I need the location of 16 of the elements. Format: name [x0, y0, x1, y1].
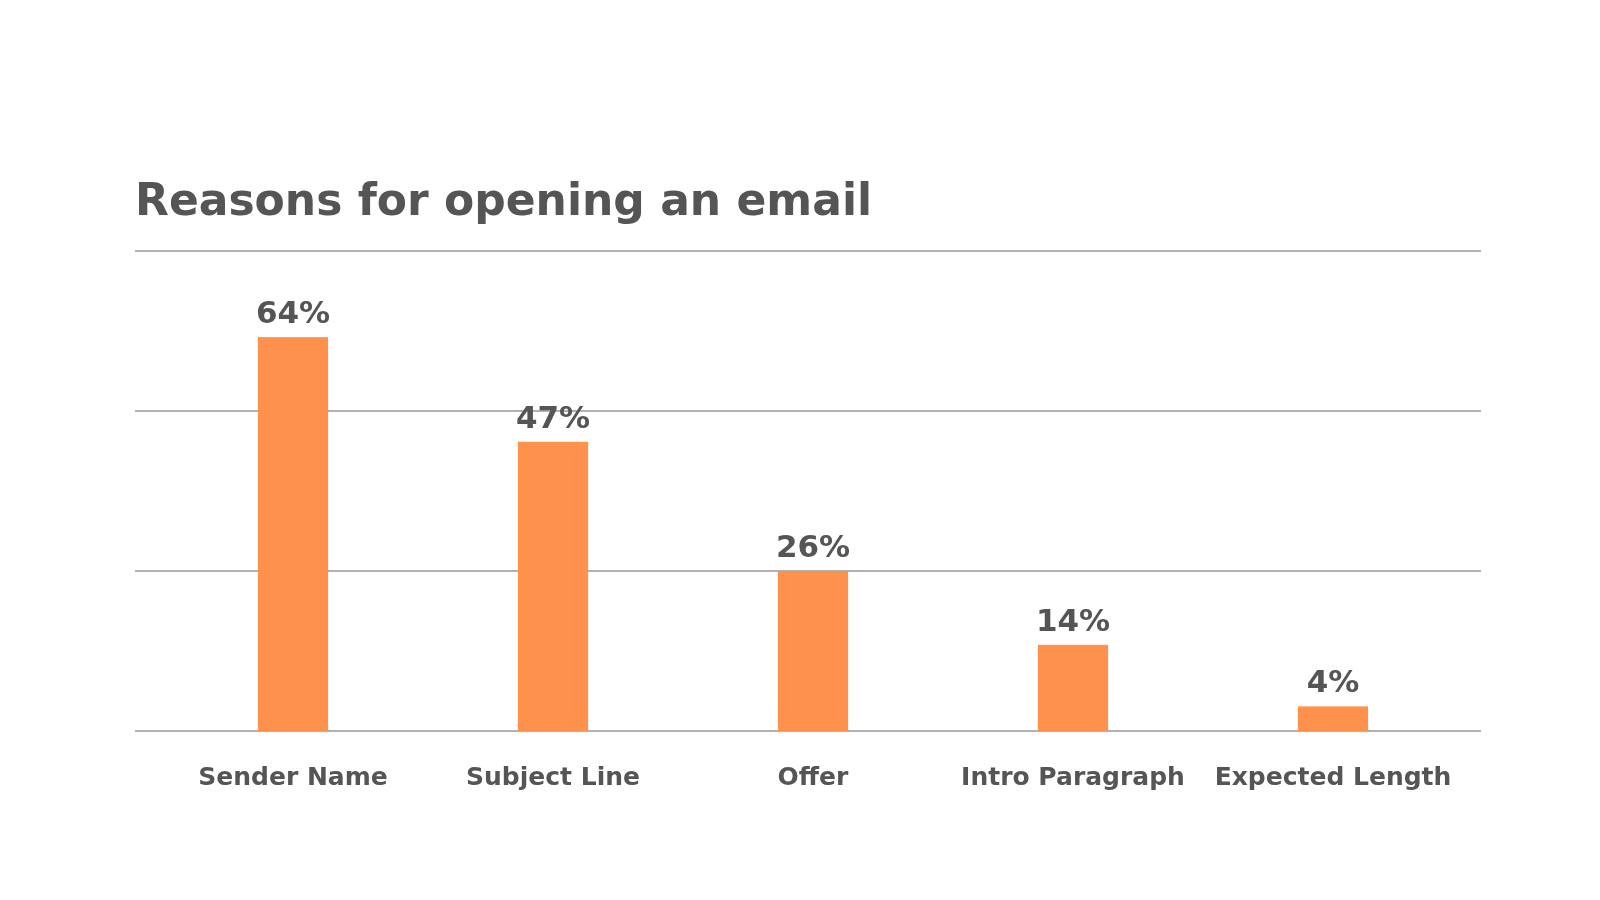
data-label: 4% [1306, 663, 1360, 700]
x-tick-label: Offer [777, 762, 850, 791]
bar [1297, 706, 1369, 731]
bar [517, 441, 589, 731]
x-tick-label: Intro Paragraph [961, 762, 1185, 791]
x-tick-label: Sender Name [198, 762, 388, 791]
chart-title: Reasons for opening an email [135, 174, 873, 225]
bar [777, 571, 849, 731]
data-label: 14% [1035, 601, 1111, 638]
bar [257, 337, 329, 731]
data-label: 64% [255, 294, 331, 331]
data-label: 47% [515, 398, 591, 435]
x-tick-label: Expected Length [1214, 762, 1452, 791]
bar [1037, 644, 1109, 731]
x-tick-label: Subject Line [466, 762, 640, 791]
data-label: 26% [775, 528, 851, 564]
